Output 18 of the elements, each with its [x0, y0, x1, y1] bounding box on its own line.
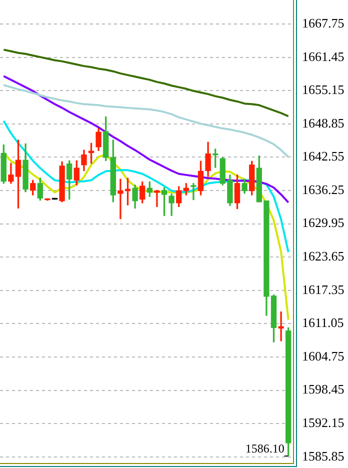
candlestick: [190, 183, 196, 200]
y-tick-label: 1667.75: [302, 15, 344, 30]
y-tick-label: 1661.45: [302, 48, 344, 64]
y-tick-label: 1611.05: [302, 315, 344, 330]
y-tick-label: 1585.85: [302, 448, 344, 464]
candlestick: [278, 311, 284, 342]
y-tick-label: 1648.85: [302, 115, 344, 130]
y-tick-label: 1604.75: [302, 348, 344, 364]
y-tick-label: 1617.35: [302, 282, 344, 297]
y-tick-label: 1592.15: [302, 415, 344, 430]
candlestick: [154, 190, 160, 207]
y-tick-label: 1636.25: [302, 182, 344, 197]
y-tick-label: 1598.45: [302, 382, 344, 397]
y-tick-label: 1629.95: [302, 215, 344, 230]
y-tick-label: 1642.55: [302, 148, 344, 164]
y-tick-label: 1623.65: [302, 248, 344, 264]
y-tick-label: 1655.15: [302, 82, 344, 98]
annotation: 1586.10: [245, 442, 284, 456]
